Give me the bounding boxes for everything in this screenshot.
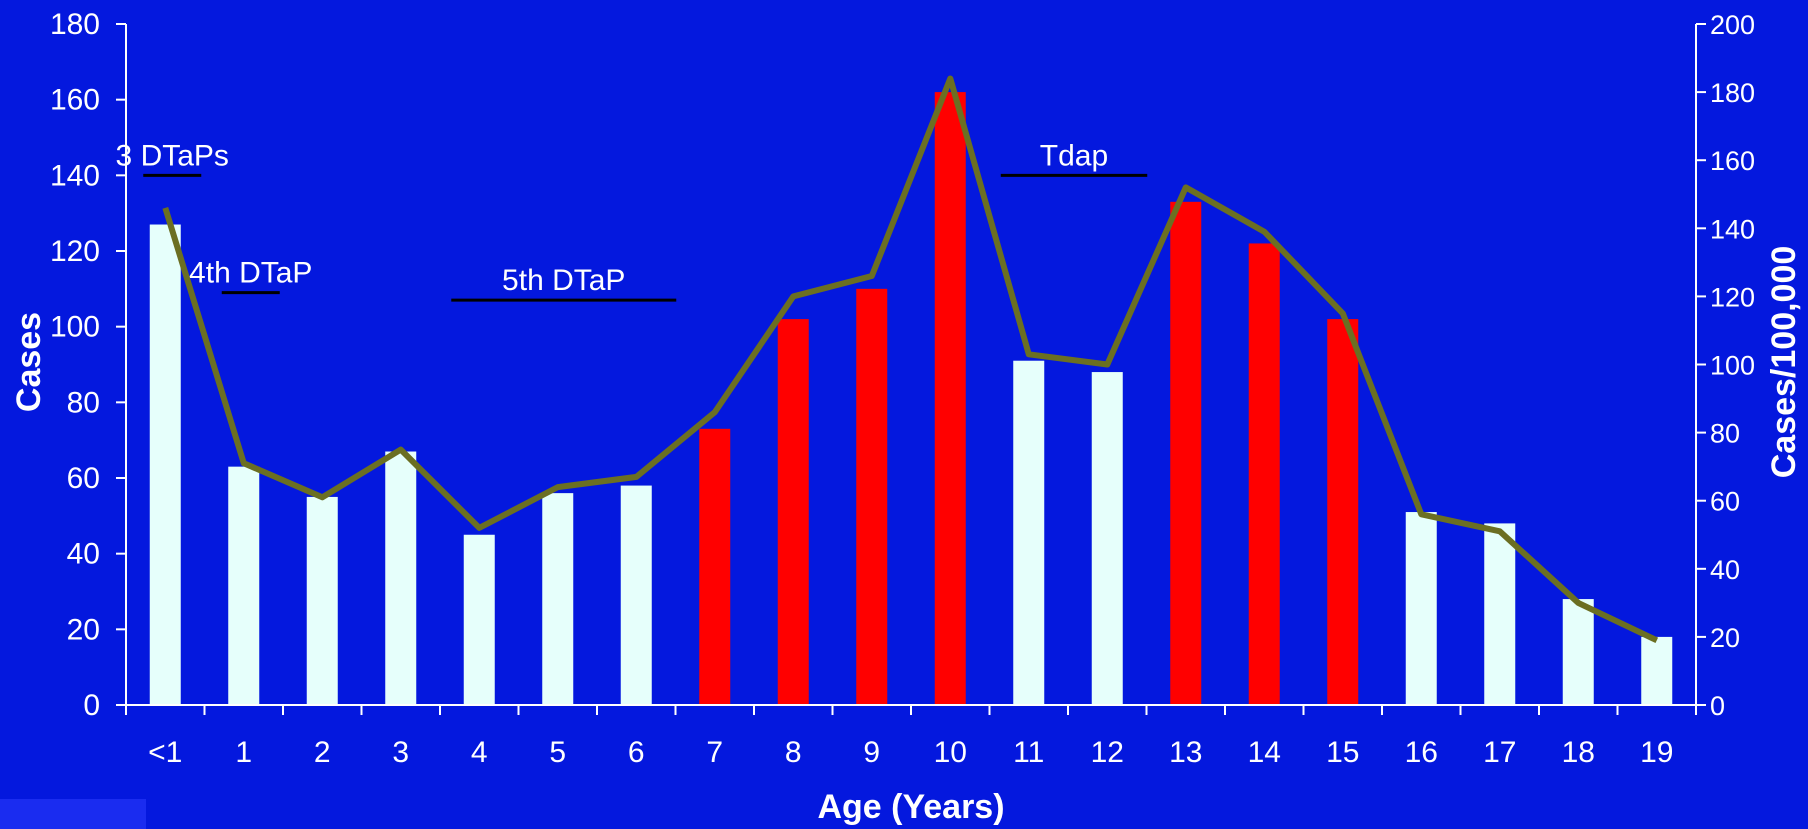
y-tick-label-right: 80 — [1710, 419, 1740, 449]
annotation-label-2: 5th DTaP — [502, 264, 625, 297]
bar-15 — [1327, 319, 1359, 705]
y-tick-label-left: 40 — [67, 538, 100, 571]
x-tick-label-18: 18 — [1562, 736, 1595, 769]
y-tick-label-left: 0 — [83, 689, 100, 722]
x-tick-label-<1: <1 — [148, 736, 182, 769]
x-tick-label-12: 12 — [1091, 736, 1124, 769]
annotation-label-1: 4th DTaP — [189, 257, 312, 290]
x-tick-label-15: 15 — [1326, 736, 1359, 769]
y-tick-label-left: 180 — [50, 8, 100, 41]
bar-12 — [1091, 372, 1123, 705]
rate-line — [162, 75, 1659, 644]
bar-13 — [1170, 201, 1202, 706]
bar-6 — [620, 485, 652, 705]
annotation-label-0: 3 DTaPs — [116, 139, 229, 172]
y-tick-label-left: 100 — [50, 311, 100, 344]
y-tick-label-left: 120 — [50, 235, 100, 268]
bar-9 — [856, 288, 888, 705]
y-tick-label-left: 60 — [67, 462, 100, 495]
x-tick-label-1: 1 — [235, 736, 252, 769]
y-axis-title-left: Cases — [10, 312, 48, 412]
y-tick-label-right: 60 — [1710, 487, 1740, 517]
x-tick-label-6: 6 — [628, 736, 645, 769]
bar-18 — [1562, 599, 1594, 705]
bar-3 — [385, 451, 417, 705]
ticks-layer: 0 20 40 60 80 100 120 140 160 180 0 20 40 60 80 100 120 1… — [50, 8, 1755, 769]
bar-8 — [777, 319, 809, 705]
y-tick-label-right: 200 — [1710, 10, 1755, 40]
y-tick-label-right: 120 — [1710, 282, 1755, 312]
x-tick-label-19: 19 — [1640, 736, 1673, 769]
x-tick-label-10: 10 — [934, 736, 967, 769]
y-tick-label-right: 160 — [1710, 146, 1755, 176]
x-tick-label-3: 3 — [392, 736, 409, 769]
bar-<1 — [149, 224, 181, 705]
annotations-layer: 3 DTaPs 4th DTaP 5th DTaP Tdap — [116, 139, 1148, 302]
bar-17 — [1484, 523, 1516, 705]
bar-5 — [542, 493, 574, 705]
bar-11 — [1013, 360, 1045, 705]
y-tick-label-right: 0 — [1710, 691, 1725, 721]
y-tick-label-left: 80 — [67, 386, 100, 419]
x-tick-label-2: 2 — [314, 736, 331, 769]
bar-2 — [306, 496, 338, 705]
x-axis-title: Age (Years) — [817, 788, 1004, 826]
y-tick-label-right: 140 — [1710, 214, 1755, 244]
bar-7 — [699, 428, 731, 705]
x-tick-label-17: 17 — [1483, 736, 1516, 769]
bar-16 — [1405, 512, 1437, 705]
corner-patch — [0, 799, 146, 829]
y-tick-label-right: 20 — [1710, 623, 1740, 653]
y-tick-label-left: 160 — [50, 84, 100, 117]
annotation-label-3: Tdap — [1040, 139, 1108, 172]
y-tick-label-left: 20 — [67, 613, 100, 646]
y-tick-label-right: 100 — [1710, 351, 1755, 381]
y-tick-label-right: 180 — [1710, 78, 1755, 108]
x-tick-label-9: 9 — [863, 736, 880, 769]
x-tick-label-13: 13 — [1169, 736, 1202, 769]
y-tick-label-right: 40 — [1710, 555, 1740, 585]
x-tick-label-14: 14 — [1248, 736, 1281, 769]
x-tick-label-16: 16 — [1405, 736, 1438, 769]
bar-14 — [1248, 243, 1280, 705]
x-tick-label-4: 4 — [471, 736, 488, 769]
x-tick-label-8: 8 — [785, 736, 802, 769]
bar-10 — [934, 92, 966, 706]
y-tick-label-left: 140 — [50, 159, 100, 192]
y-axis-title-right: Cases/100,000 — [1765, 246, 1803, 479]
x-tick-label-5: 5 — [549, 736, 566, 769]
x-tick-label-11: 11 — [1013, 736, 1044, 769]
bar-1 — [228, 466, 260, 705]
bar-19 — [1641, 636, 1673, 705]
x-tick-label-7: 7 — [706, 736, 723, 769]
bar-4 — [463, 534, 495, 705]
bars-layer — [149, 92, 1673, 706]
